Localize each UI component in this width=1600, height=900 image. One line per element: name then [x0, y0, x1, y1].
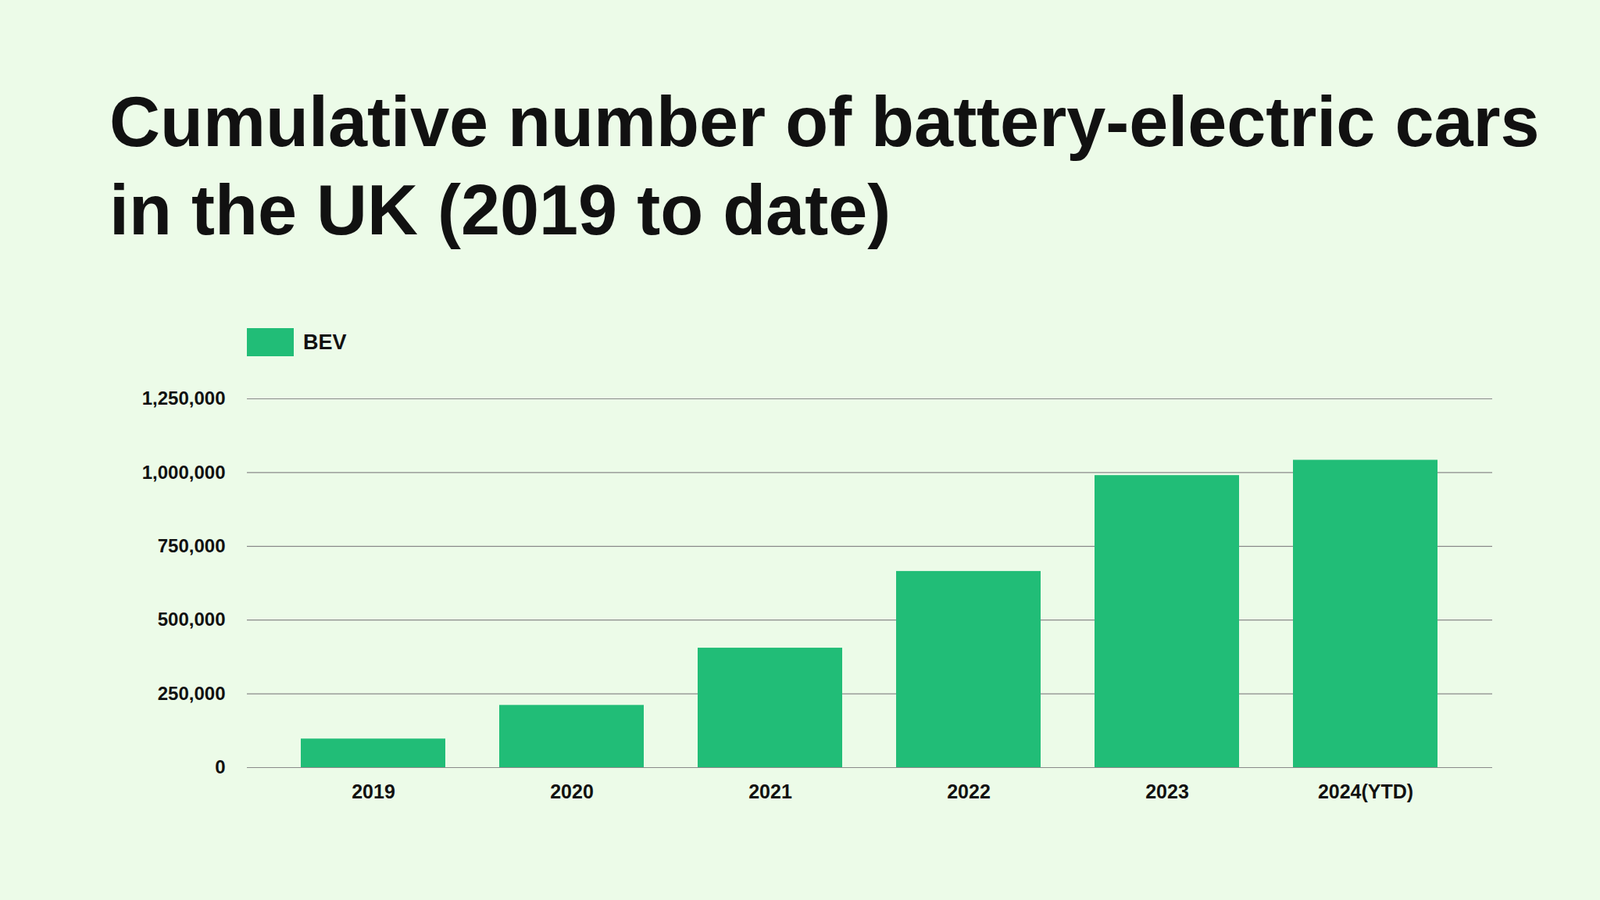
svg-text:2024(YTD): 2024(YTD) — [1317, 780, 1414, 803]
svg-text:1,000,000: 1,000,000 — [142, 461, 226, 483]
svg-text:2020: 2020 — [550, 780, 594, 803]
svg-text:1,250,000: 1,250,000 — [142, 387, 226, 409]
svg-text:500,000: 500,000 — [157, 608, 226, 630]
svg-text:2021: 2021 — [748, 780, 793, 803]
svg-text:0: 0 — [214, 756, 225, 778]
svg-text:250,000: 250,000 — [157, 682, 226, 704]
svg-text:750,000: 750,000 — [157, 535, 226, 557]
html-text:BEV: BEV — [303, 330, 347, 354]
svg-text:2023: 2023 — [1145, 780, 1190, 803]
svg-text:2019: 2019 — [351, 780, 396, 803]
svg-text:2022: 2022 — [946, 780, 991, 803]
html-text:Cumulative number of battery-e: Cumulative number of battery-electric ca… — [109, 82, 1540, 249]
